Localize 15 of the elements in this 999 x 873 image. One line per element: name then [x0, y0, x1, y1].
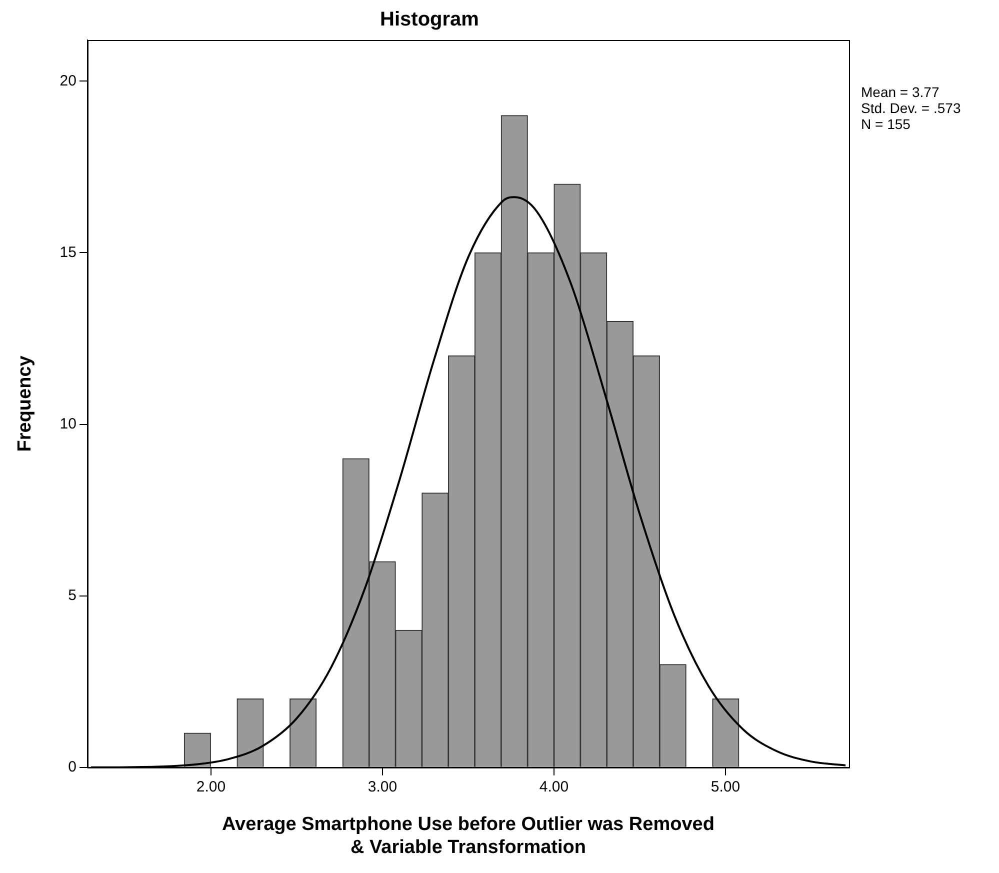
text: Std. Dev. = .573 [861, 100, 961, 116]
x-axis-title: Average Smartphone Use before Outlier was Removed & Variable Transformation [222, 814, 714, 858]
y-tick-label: 0 [68, 758, 76, 776]
x-tick-label: 3.00 [368, 778, 398, 796]
x-tick-label: 4.00 [539, 778, 569, 796]
x-tick-label: 2.00 [196, 778, 226, 796]
x-tick-label: 5.00 [710, 778, 740, 796]
y-axis-title: Frequency [14, 355, 36, 452]
y-tick-label: 20 [60, 72, 76, 90]
text: N = 155 [861, 116, 911, 132]
y-tick-label: 5 [68, 586, 76, 604]
text: Mean = 3.77 [861, 84, 940, 100]
y-tick-label: 15 [60, 244, 76, 261]
chart-title: Histogram [380, 8, 479, 31]
y-tick-label: 10 [60, 415, 76, 432]
